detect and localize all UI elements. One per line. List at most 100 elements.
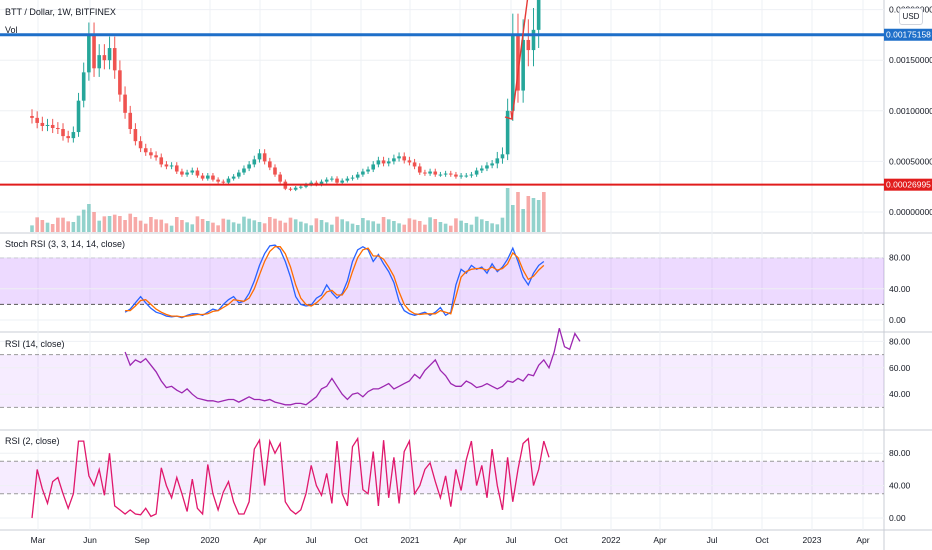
volume-bar — [438, 222, 443, 232]
rsi14-tick-label: 80.00 — [889, 336, 911, 346]
volume-bar — [443, 223, 448, 232]
volume-bar — [211, 222, 215, 232]
volume-bar — [45, 222, 50, 232]
time-axis-label: Oct — [554, 535, 568, 545]
volume-bar — [76, 215, 81, 232]
candle-body — [407, 160, 412, 163]
candle-body — [118, 70, 122, 95]
candle-body — [226, 178, 231, 183]
candle-body — [159, 157, 164, 165]
volume-bar — [324, 222, 329, 232]
time-axis-label: Jul — [707, 535, 718, 545]
volume-bar — [66, 221, 70, 232]
candle-body — [169, 165, 174, 167]
rsi2-series-line — [31, 436, 550, 519]
volume-bar — [531, 198, 536, 232]
volume-bar — [40, 220, 45, 232]
volume-bar — [526, 196, 531, 232]
volume-bar — [118, 216, 122, 232]
volume-bar — [309, 225, 313, 232]
volume-bar — [81, 209, 86, 232]
time-axis-label: Jun — [83, 535, 97, 545]
candle-body — [355, 174, 360, 178]
candle-body — [154, 155, 158, 158]
candle-body — [340, 180, 344, 183]
trend-arrow-line — [511, 0, 529, 120]
candle-body — [423, 172, 427, 174]
candle-body — [81, 72, 86, 101]
volume-bar — [50, 224, 55, 232]
volume-bar — [330, 224, 334, 232]
candle-body — [324, 179, 329, 182]
volume-bar — [200, 219, 205, 232]
volume-bar — [536, 200, 541, 232]
candle-body — [138, 141, 143, 149]
volume-bar — [340, 219, 344, 232]
volume-bar — [128, 213, 133, 232]
candle-body — [112, 48, 117, 71]
level-price-tag — [884, 178, 932, 191]
volume-bar — [376, 223, 381, 232]
candle-body — [128, 112, 133, 130]
candle-body — [97, 55, 102, 69]
volume-bar — [428, 217, 432, 232]
candle-body — [459, 175, 463, 177]
candle-body — [469, 174, 474, 176]
stoch-rsi-series-d — [125, 246, 545, 318]
candle-body — [350, 177, 355, 179]
trend-arrow-head — [504, 110, 513, 120]
volume-bar — [355, 225, 360, 232]
candle-body — [87, 34, 91, 73]
volume-bar — [402, 224, 407, 232]
volume-bar — [335, 216, 339, 232]
level-price-label: 0.00175158 — [886, 30, 931, 40]
candle-body — [381, 160, 386, 164]
candle-body — [433, 171, 438, 175]
level-price-tag — [884, 28, 932, 41]
candle-body — [143, 148, 148, 153]
candle-body — [30, 116, 34, 118]
volume-bar — [350, 223, 355, 232]
time-axis-label: 2022 — [602, 535, 621, 545]
volume-bar — [180, 220, 184, 232]
candle-body — [71, 132, 76, 139]
candle-body — [231, 176, 236, 179]
time-axis-label: Apr — [453, 535, 466, 545]
volume-bar — [35, 217, 39, 232]
volume-bar — [283, 222, 288, 232]
currency-button[interactable]: USD — [899, 8, 923, 25]
volume-bar — [490, 223, 494, 232]
volume-bar — [495, 224, 500, 232]
candle-body — [200, 175, 205, 179]
volume-bar — [454, 218, 458, 232]
level-price-label: 0.00026995 — [886, 180, 931, 190]
candle-body — [536, 0, 541, 30]
time-axis-label: Apr — [856, 535, 869, 545]
time-axis-label: 2023 — [803, 535, 822, 545]
rsi14-band-fill — [0, 354, 884, 408]
volume-bar — [242, 216, 246, 232]
price-tick-label: 0.00000000 — [889, 207, 932, 217]
volume-bar — [257, 222, 262, 232]
candle-body — [133, 129, 138, 142]
volume-bar — [231, 222, 236, 232]
candle-body — [35, 117, 39, 123]
volume-bar — [221, 218, 226, 232]
volume-bar — [107, 216, 112, 232]
rsi2-tick-label: 0.00 — [889, 513, 906, 523]
candle-body — [330, 178, 334, 180]
candle-body — [345, 178, 350, 181]
candle-body — [262, 153, 267, 162]
volume-bar — [479, 219, 484, 232]
volume-bar — [278, 220, 282, 232]
volume-bar — [500, 217, 505, 232]
candle-body — [164, 164, 169, 167]
candle-body — [505, 110, 510, 155]
candle-body — [511, 34, 515, 111]
volume-bar — [381, 217, 386, 232]
volume-bar — [542, 192, 546, 232]
volume-bar — [448, 225, 453, 232]
volume-bar — [138, 220, 143, 232]
volume-bar — [273, 218, 277, 232]
